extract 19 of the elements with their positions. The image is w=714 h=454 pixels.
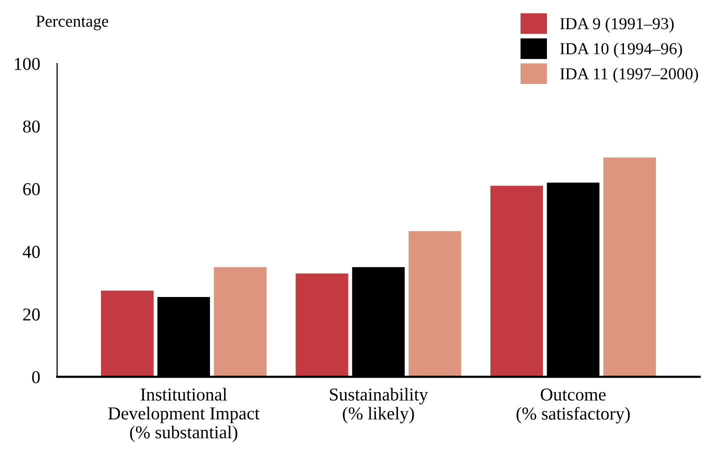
y-axis-title: Percentage — [36, 16, 108, 30]
y-tick-label: 40 — [22, 246, 40, 258]
legend-label: IDA 10 (1994–96) — [560, 42, 682, 58]
bar — [603, 158, 656, 377]
y-tick-label: 60 — [23, 183, 40, 196]
y-tick-label: 0 — [32, 371, 40, 384]
bar — [490, 186, 543, 377]
y-tick-label: 80 — [23, 120, 40, 133]
x-tick-label: Institutional Development Impact (% substantial) — [108, 388, 260, 442]
bar — [214, 267, 266, 377]
y-tick-label: 20 — [23, 308, 40, 321]
y-tick-label: 100 — [14, 58, 40, 70]
x-tick-label: Outcome (% satisfactory) — [516, 388, 630, 424]
bar — [408, 231, 462, 377]
bar — [296, 273, 348, 377]
x-tick-label: Sustainability (% likely) — [330, 388, 428, 424]
legend-label: IDA 11 (1997–2000) — [560, 68, 698, 83]
legend-label: IDA 9 (1991–93) — [560, 18, 674, 33]
bar — [100, 290, 154, 377]
